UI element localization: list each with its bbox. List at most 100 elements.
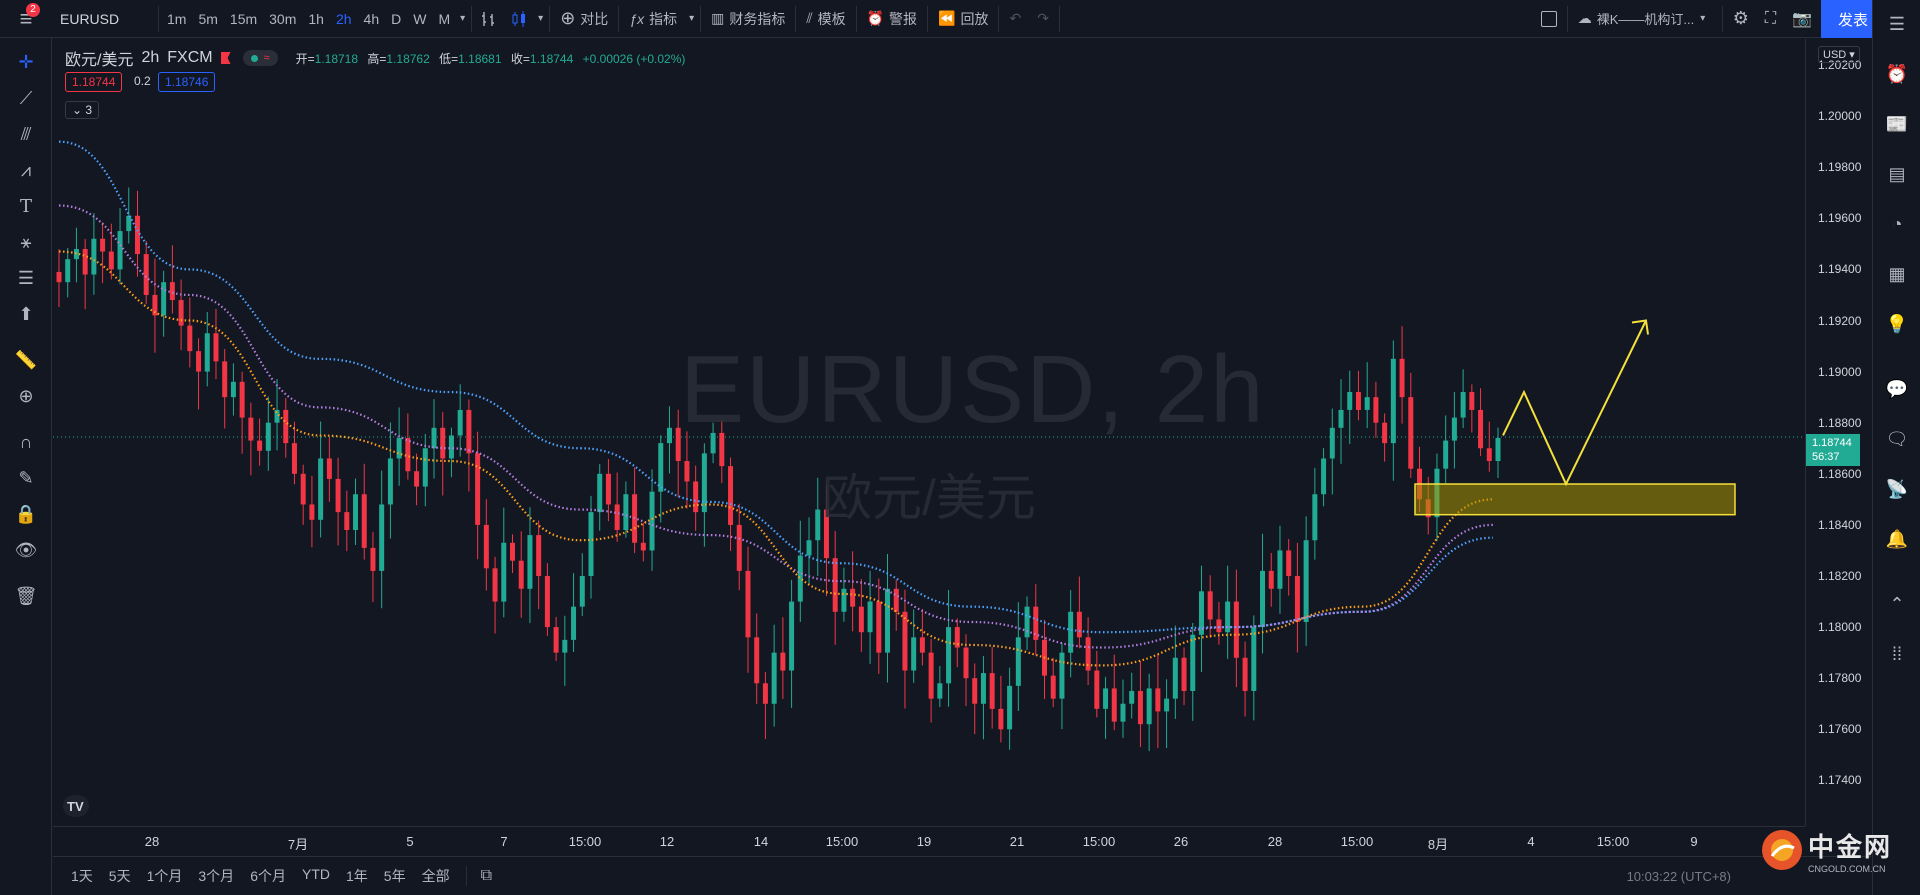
interval-dropdown-button[interactable]: ▾ [460,13,466,24]
magnet-tool[interactable]: ∩ [12,428,40,456]
price-tick: 1.19000 [1818,364,1862,379]
candle-body [300,473,306,505]
snapshot-button[interactable]: 📷 [1784,0,1820,38]
indicators-collapse-button[interactable]: ⌄ 3 [65,101,100,119]
text-tool[interactable]: T [12,192,40,220]
undo-button[interactable]: ↶ [1001,0,1029,38]
pattern-tool[interactable]: ⩘ [12,156,40,184]
zoom-tool[interactable]: ⊕ [12,382,40,410]
high-key: 高= [367,51,387,66]
candle-body [684,461,690,482]
candle-style-button[interactable] [504,0,534,38]
interval-1m[interactable]: 1m [167,10,187,27]
layout-name-button[interactable]: ☁ 裸K——机构订... ▾ [1570,0,1720,38]
price-axis[interactable]: 1.20200 1.20000 1.19800 1.19600 1.19400 1.192… [1805,39,1871,826]
hotlist-button[interactable]: ◔ [1883,210,1911,238]
square-icon [1540,10,1557,27]
goto-date-button[interactable]: ⧉ [475,867,498,885]
interval-W[interactable]: W [413,10,427,27]
range-1[interactable]: 5天 [108,868,131,884]
range-4[interactable]: 6个月 [250,868,286,884]
projection-path [1502,320,1647,487]
interval-15m[interactable]: 15m [229,10,258,27]
buy-price-box[interactable]: 1.18746 [158,72,216,92]
trendline-tool[interactable]: ⟋ [12,84,40,112]
time-axis[interactable]: 28 7月 5 7 15:00 12 14 15:00 19 21 15:00 26 28 15:00 8月… [53,826,1805,856]
interval-M[interactable]: M [438,10,451,27]
market-status-pill[interactable]: ≈ [242,50,278,66]
ideas-button[interactable]: 💡 [1883,310,1911,338]
fib-tool[interactable]: ⫻ [12,120,40,148]
main-menu-button[interactable]: ≡ 2 [0,0,52,38]
hide-tool[interactable]: 👁 [12,536,40,564]
interval-D[interactable]: D [391,10,402,27]
candle-body [501,542,507,602]
indicators-button[interactable]: ƒx 指标 [621,0,685,38]
range-3[interactable]: 3个月 [198,868,235,884]
interval-1h[interactable]: 1h [308,10,324,27]
compare-button[interactable]: ⊕ 对比 [552,0,616,38]
trading-panel-button[interactable]: ⌃ [1883,590,1911,618]
alert-button[interactable]: ⏰ 警报 [859,0,925,38]
watchlist-button[interactable]: ☰ [1883,10,1911,38]
rewind-icon: ⏪ [938,10,956,26]
candle-body [946,627,952,684]
candle-body [1155,688,1161,712]
news-button[interactable]: 📰 [1883,110,1911,138]
crosshair-tool[interactable]: ✛ [12,48,40,76]
messages-button[interactable]: 🗨 [1883,425,1911,453]
price-tick: 1.18800 [1818,415,1862,430]
clock-display[interactable]: 10:03:22 (UTC+8) [1626,868,1731,884]
dom-button[interactable]: ⁞⁞ [1883,640,1911,668]
toolbar-divider [998,5,1000,32]
delete-tool[interactable]: 🗑 [12,582,40,610]
candle-body [178,300,184,326]
alerts-button[interactable]: ⏰ [1883,60,1911,88]
toolbar-divider [1058,5,1060,32]
candle-body [1399,358,1405,398]
interval-4h[interactable]: 4h [363,10,380,27]
interval-5m[interactable]: 5m [198,10,218,27]
candle-body [1085,637,1091,671]
price-chart[interactable]: TV [53,39,1805,826]
chart-type-dropdown[interactable]: ▾ [538,13,544,24]
expand-icon: ⛶ [1764,9,1777,27]
fullscreen-layout-button[interactable] [1533,0,1565,38]
cngold-logo-url: CNGOLD.COM.CN [1808,863,1886,874]
interval-2h[interactable]: 2h [335,10,352,27]
range-2[interactable]: 1个月 [146,868,183,884]
arrow-tool[interactable]: ⬆ [12,300,40,328]
stay-drawing-tool[interactable]: ✎ [12,464,40,492]
candle-body [431,427,437,449]
redo-button[interactable]: ↷ [1029,0,1057,38]
symbol-search[interactable]: EURUSD [52,0,156,38]
fullscreen-button[interactable]: ⛶ [1757,0,1784,38]
forecast-tool[interactable]: ⚹ [12,228,40,256]
range-0[interactable]: 1天 [71,868,93,884]
range-7[interactable]: 5年 [383,868,406,884]
calendar-button[interactable]: ▦ [1883,260,1911,288]
sell-price-box[interactable]: 1.18744 [65,72,123,92]
range-8[interactable]: 全部 [421,868,450,884]
currency-selector[interactable]: USD ▾ [1818,46,1860,63]
lock-tool[interactable]: 🔒 [12,500,40,528]
templates-button[interactable]: ⫽ 模板 [798,0,853,38]
camera-icon: 📷 [1792,10,1812,28]
indicators-dropdown[interactable]: ▾ [689,13,695,24]
financials-button[interactable]: ▥ 财务指标 [703,0,793,38]
settings-button[interactable]: ⚙ [1725,0,1757,38]
bell-icon: 🔔 [1885,528,1909,549]
interval-30m[interactable]: 30m [269,10,297,27]
measure-tool[interactable]: ☰ [12,264,40,292]
price-tick: 1.18200 [1818,569,1862,583]
bar-style-button[interactable] [474,0,504,38]
candle-body [483,524,489,569]
range-6[interactable]: 1年 [345,868,368,884]
replay-button[interactable]: ⏪ 回放 [930,0,996,38]
range-5[interactable]: YTD [301,866,330,882]
ruler-tool[interactable]: 📏 [12,346,40,374]
datawindow-button[interactable]: ▤ [1883,160,1911,188]
streams-button[interactable]: 📡 [1883,475,1911,503]
notifications-button[interactable]: 🔔 [1883,525,1911,553]
chats-button[interactable]: 💬 [1883,375,1911,403]
